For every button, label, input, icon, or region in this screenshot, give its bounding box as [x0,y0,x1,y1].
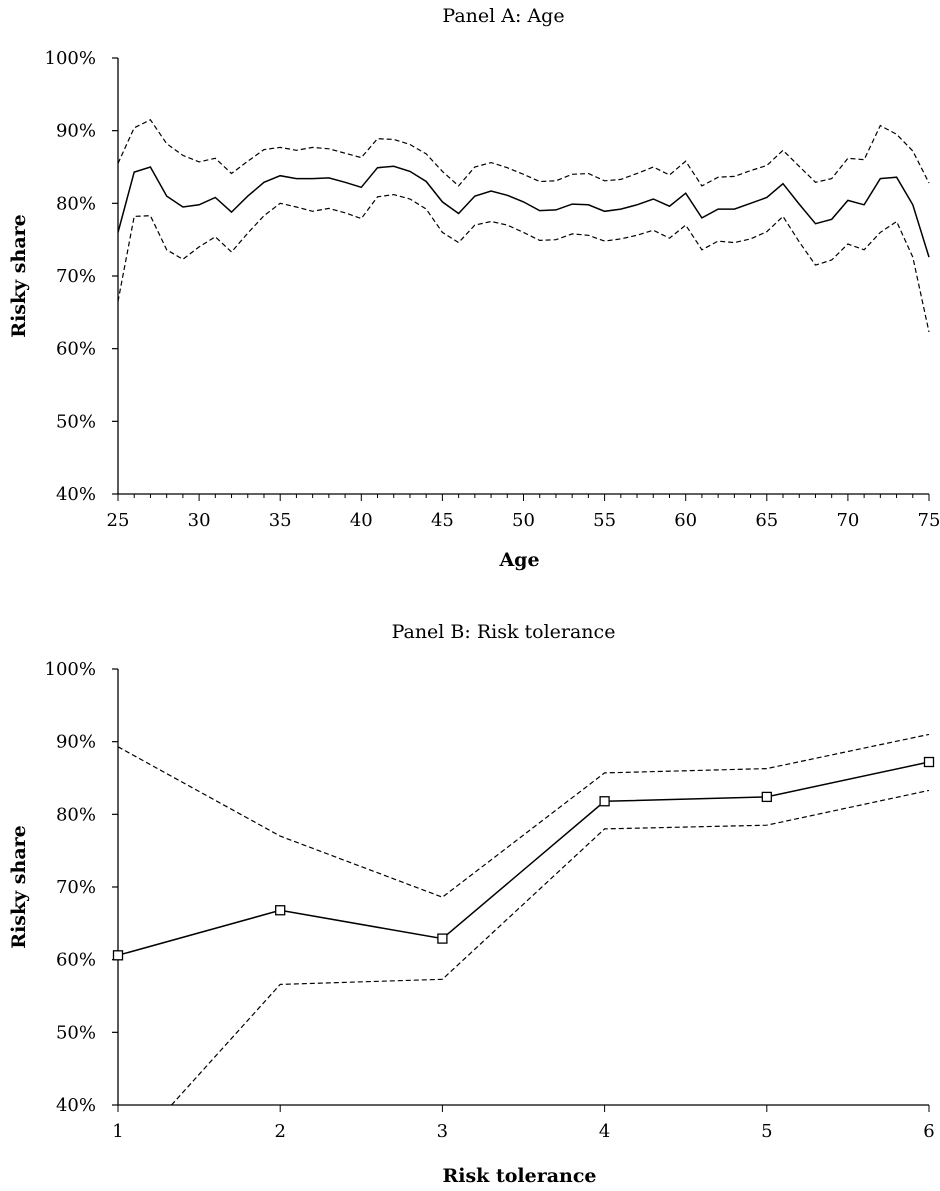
y-tick-label: 50% [56,1022,96,1043]
x-tick-label: 60 [674,510,697,531]
x-tick-label: 4 [599,1121,610,1142]
lower-bound-line [118,193,930,333]
x-axis-label: Age [498,549,539,571]
x-tick-label: 30 [188,510,211,531]
panel-a: Panel A: Age 40% 50% 60% 70% 80% 90% 100% 25 30 35… [8,5,940,571]
y-tick-label: 40% [56,1095,96,1116]
y-tick-label: 90% [56,121,96,142]
y-tick-label: 80% [56,804,96,825]
y-axis-label: Risky share [8,214,30,337]
x-tick-label: 70 [836,510,859,531]
data-point-marker [437,933,448,944]
x-tick-label: 2 [274,1121,285,1142]
x-axis-label: Risk tolerance [442,1165,596,1187]
x-tick-label: 65 [755,510,778,531]
y-tick-label: 40% [56,484,96,505]
x-tick-label: 25 [107,510,130,531]
x-tick-label: 3 [437,1121,448,1142]
x-tick-label: 1 [112,1121,123,1142]
upper-bound-line [118,119,930,187]
y-tick-label: 90% [56,732,96,753]
data-point-marker [923,756,935,768]
y-tick-label: 70% [56,877,96,898]
panel-title: Panel A: Age [442,5,564,27]
y-tick-label: 50% [56,411,96,432]
estimate-line [118,165,930,258]
y-tick-label: 60% [56,339,96,360]
y-axis-label: Risky share [8,825,30,948]
x-tick-label: 35 [269,510,292,531]
x-tick-label: 50 [512,510,535,531]
upper-bound-line [118,733,930,898]
y-tick-label: 60% [56,950,96,971]
data-point-marker [112,950,124,961]
x-tick-label: 75 [918,510,940,531]
y-tick-label: 100% [45,48,96,69]
estimate-line [118,761,930,957]
x-tick-label: 55 [593,510,616,531]
data-point-marker [599,796,610,807]
panel-title: Panel B: Risk tolerance [392,621,616,643]
lower-bound-line [171,789,930,1105]
x-tick-label: 45 [431,510,454,531]
y-tick-label: 70% [56,266,96,287]
x-tick-label: 6 [923,1121,934,1142]
data-point-marker [761,791,772,803]
y-tick-label: 100% [45,659,96,680]
panel-b: Panel B: Risk tolerance 40% 50% 60% 70% 80% 90… [8,621,935,1187]
data-point-marker [275,905,286,916]
x-tick-label: 40 [350,510,373,531]
x-tick-label: 5 [761,1121,772,1142]
y-tick-label: 80% [56,193,96,214]
